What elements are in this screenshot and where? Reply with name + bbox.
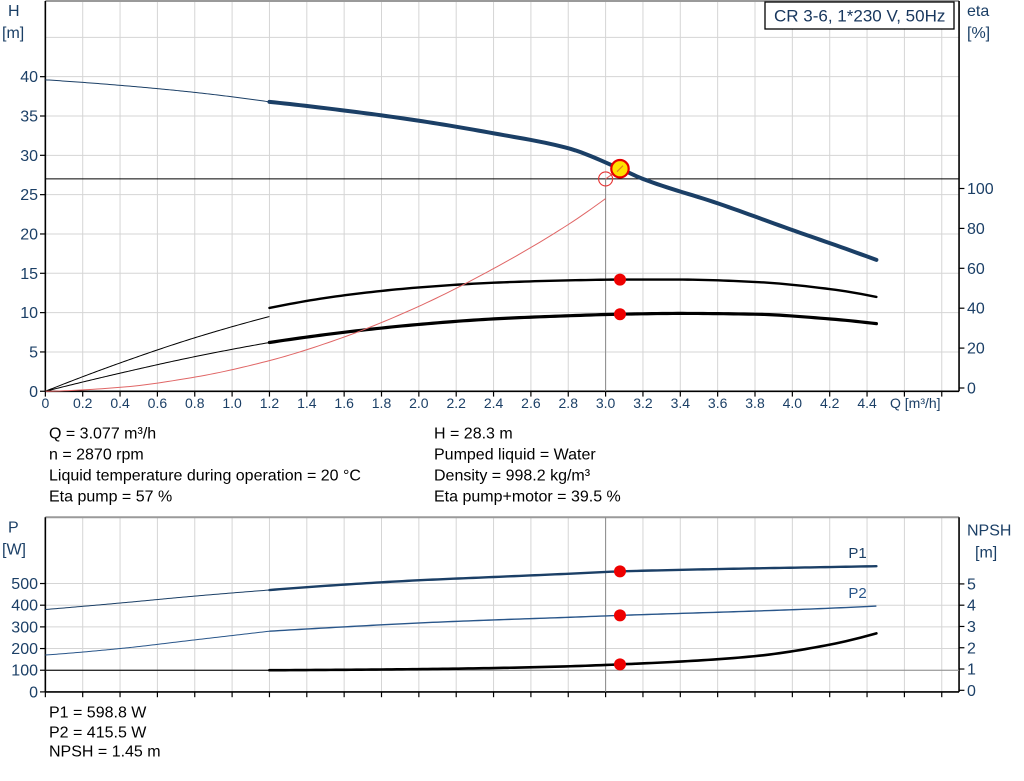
svg-text:2.0: 2.0 bbox=[409, 395, 429, 411]
svg-text:40: 40 bbox=[20, 69, 38, 86]
svg-text:0: 0 bbox=[29, 384, 38, 401]
svg-text:1.8: 1.8 bbox=[372, 395, 392, 411]
svg-text:0.8: 0.8 bbox=[185, 395, 205, 411]
svg-text:2: 2 bbox=[967, 640, 976, 657]
svg-text:5: 5 bbox=[967, 576, 976, 593]
svg-text:3.0: 3.0 bbox=[596, 395, 616, 411]
svg-text:P2: P2 bbox=[848, 585, 866, 602]
svg-text:Eta pump = 57 %: Eta pump = 57 % bbox=[49, 489, 172, 506]
svg-text:2.2: 2.2 bbox=[446, 395, 466, 411]
svg-text:15: 15 bbox=[20, 266, 38, 283]
svg-text:3: 3 bbox=[967, 619, 976, 636]
svg-text:3.8: 3.8 bbox=[745, 395, 765, 411]
svg-text:eta: eta bbox=[967, 3, 989, 20]
svg-text:H = 28.3 m: H = 28.3 m bbox=[434, 426, 513, 443]
svg-text:200: 200 bbox=[11, 641, 38, 658]
svg-text:[%]: [%] bbox=[967, 25, 990, 42]
svg-text:80: 80 bbox=[967, 221, 985, 238]
svg-text:1.4: 1.4 bbox=[297, 395, 317, 411]
svg-text:NPSH = 1.45 m: NPSH = 1.45 m bbox=[49, 744, 161, 761]
svg-text:[m]: [m] bbox=[975, 544, 997, 561]
svg-text:35: 35 bbox=[20, 109, 38, 126]
svg-text:[m]: [m] bbox=[2, 25, 24, 42]
svg-text:n = 2870 rpm: n = 2870 rpm bbox=[49, 447, 144, 464]
svg-text:10: 10 bbox=[20, 305, 38, 322]
svg-text:[W]: [W] bbox=[2, 541, 26, 558]
svg-text:Liquid temperature during oper: Liquid temperature during operation = 20… bbox=[49, 467, 361, 484]
svg-text:CR 3-6, 1*230 V, 50Hz: CR 3-6, 1*230 V, 50Hz bbox=[774, 7, 945, 26]
svg-text:P1 = 598.8 W: P1 = 598.8 W bbox=[49, 705, 147, 722]
svg-text:25: 25 bbox=[20, 187, 38, 204]
svg-text:3.2: 3.2 bbox=[633, 395, 653, 411]
svg-text:Q = 3.077 m³/h: Q = 3.077 m³/h bbox=[49, 426, 156, 443]
svg-text:500: 500 bbox=[11, 576, 38, 593]
svg-text:Density = 998.2 kg/m³: Density = 998.2 kg/m³ bbox=[434, 467, 591, 484]
svg-text:2.6: 2.6 bbox=[521, 395, 541, 411]
svg-text:3.6: 3.6 bbox=[708, 395, 728, 411]
svg-text:1: 1 bbox=[967, 662, 976, 679]
svg-text:P: P bbox=[8, 519, 19, 536]
svg-text:1.0: 1.0 bbox=[222, 395, 242, 411]
svg-text:20: 20 bbox=[20, 226, 38, 243]
svg-text:Eta pump+motor = 39.5 %: Eta pump+motor = 39.5 % bbox=[434, 489, 621, 506]
svg-text:0.6: 0.6 bbox=[148, 395, 168, 411]
svg-text:4.4: 4.4 bbox=[857, 395, 877, 411]
svg-text:20: 20 bbox=[967, 341, 985, 358]
svg-text:5: 5 bbox=[29, 344, 38, 361]
svg-text:4: 4 bbox=[967, 598, 976, 615]
svg-text:4.2: 4.2 bbox=[820, 395, 840, 411]
svg-text:100: 100 bbox=[967, 181, 994, 198]
svg-text:1.2: 1.2 bbox=[260, 395, 280, 411]
svg-text:2.4: 2.4 bbox=[484, 395, 504, 411]
svg-text:40: 40 bbox=[967, 301, 985, 318]
svg-text:Q [m³/h]: Q [m³/h] bbox=[890, 395, 941, 411]
svg-text:Pumped liquid = Water: Pumped liquid = Water bbox=[434, 447, 596, 464]
svg-text:0: 0 bbox=[41, 395, 49, 411]
svg-text:0.2: 0.2 bbox=[73, 395, 93, 411]
svg-text:3.4: 3.4 bbox=[671, 395, 691, 411]
svg-text:4.0: 4.0 bbox=[783, 395, 803, 411]
svg-text:NPSH: NPSH bbox=[967, 522, 1011, 539]
svg-text:P2 = 415.5 W: P2 = 415.5 W bbox=[49, 725, 147, 742]
svg-text:400: 400 bbox=[11, 598, 38, 615]
svg-text:0: 0 bbox=[967, 683, 976, 700]
svg-text:P1: P1 bbox=[848, 545, 866, 562]
svg-text:30: 30 bbox=[20, 148, 38, 165]
svg-text:0: 0 bbox=[967, 381, 976, 398]
svg-text:300: 300 bbox=[11, 619, 38, 636]
svg-text:0: 0 bbox=[29, 684, 38, 701]
svg-text:1.6: 1.6 bbox=[334, 395, 354, 411]
svg-text:60: 60 bbox=[967, 261, 985, 278]
svg-text:2.8: 2.8 bbox=[559, 395, 579, 411]
svg-text:100: 100 bbox=[11, 663, 38, 680]
svg-text:0.4: 0.4 bbox=[110, 395, 130, 411]
svg-text:H: H bbox=[8, 3, 20, 20]
